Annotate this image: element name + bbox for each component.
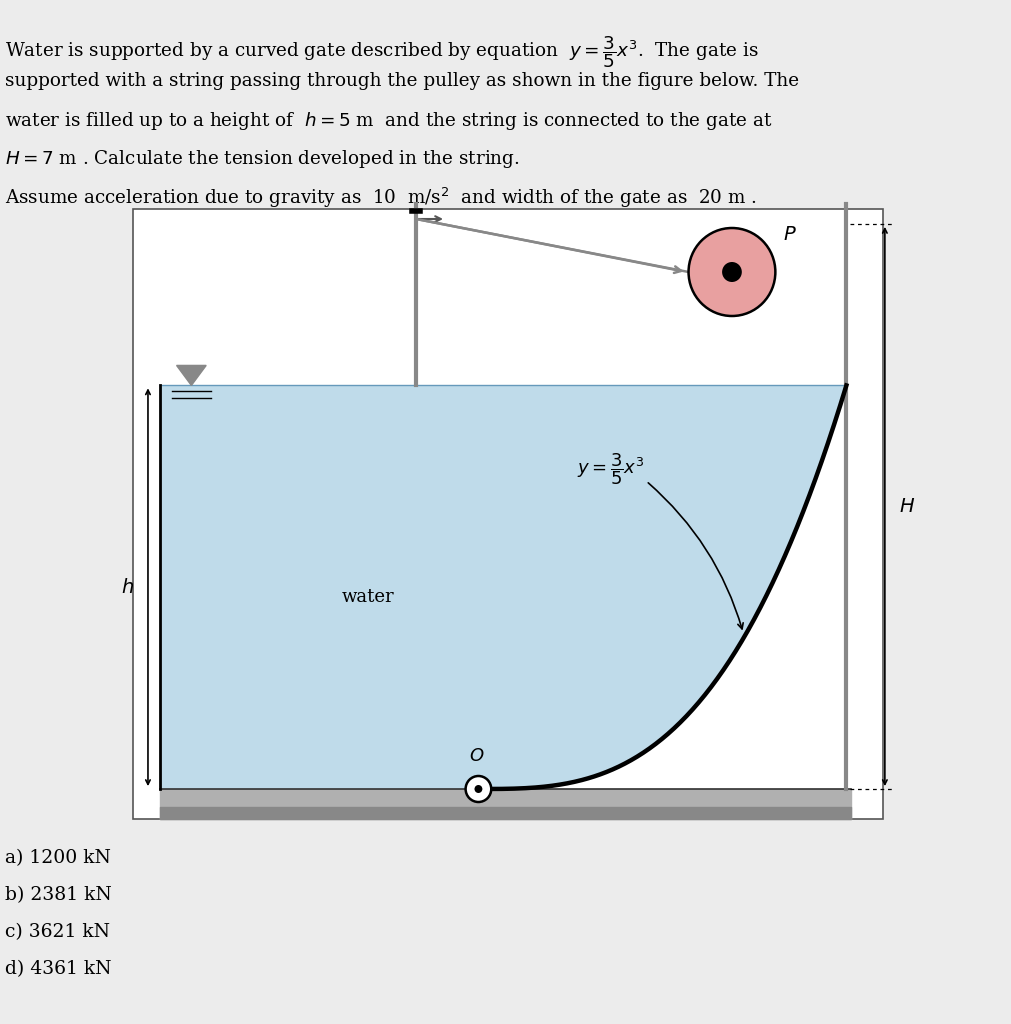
Polygon shape [176,366,206,385]
Text: water: water [342,588,394,606]
Text: b) 2381 kN: b) 2381 kN [5,886,111,904]
Text: Assume acceleration due to gravity as  10  m/s$^2$  and width of the gate as  20: Assume acceleration due to gravity as 10… [5,186,756,210]
Text: water is filled up to a height of  $h = 5$ m  and the string is connected to the: water is filled up to a height of $h = 5… [5,110,771,132]
Text: d) 4361 kN: d) 4361 kN [5,961,111,978]
Circle shape [722,262,741,282]
Text: $y = \dfrac{3}{5}x^3$: $y = \dfrac{3}{5}x^3$ [576,452,644,486]
Text: $H$: $H$ [898,498,914,515]
Circle shape [465,776,490,802]
Bar [133,209,882,819]
Text: $P$: $P$ [783,226,797,244]
Text: Water is supported by a curved gate described by equation  $y = \dfrac{3}{5}x^3$: Water is supported by a curved gate desc… [5,34,757,70]
Text: $H = 7$ m . Calculate the tension developed in the string.: $H = 7$ m . Calculate the tension develo… [5,148,519,170]
Text: a) 1200 kN: a) 1200 kN [5,849,110,867]
Text: supported with a string passing through the pulley as shown in the figure below.: supported with a string passing through … [5,72,799,90]
Polygon shape [160,385,845,790]
Circle shape [474,785,482,793]
Text: $h$: $h$ [121,578,134,597]
Text: $O$: $O$ [468,746,483,765]
Circle shape [687,228,774,316]
Text: c) 3621 kN: c) 3621 kN [5,923,110,941]
